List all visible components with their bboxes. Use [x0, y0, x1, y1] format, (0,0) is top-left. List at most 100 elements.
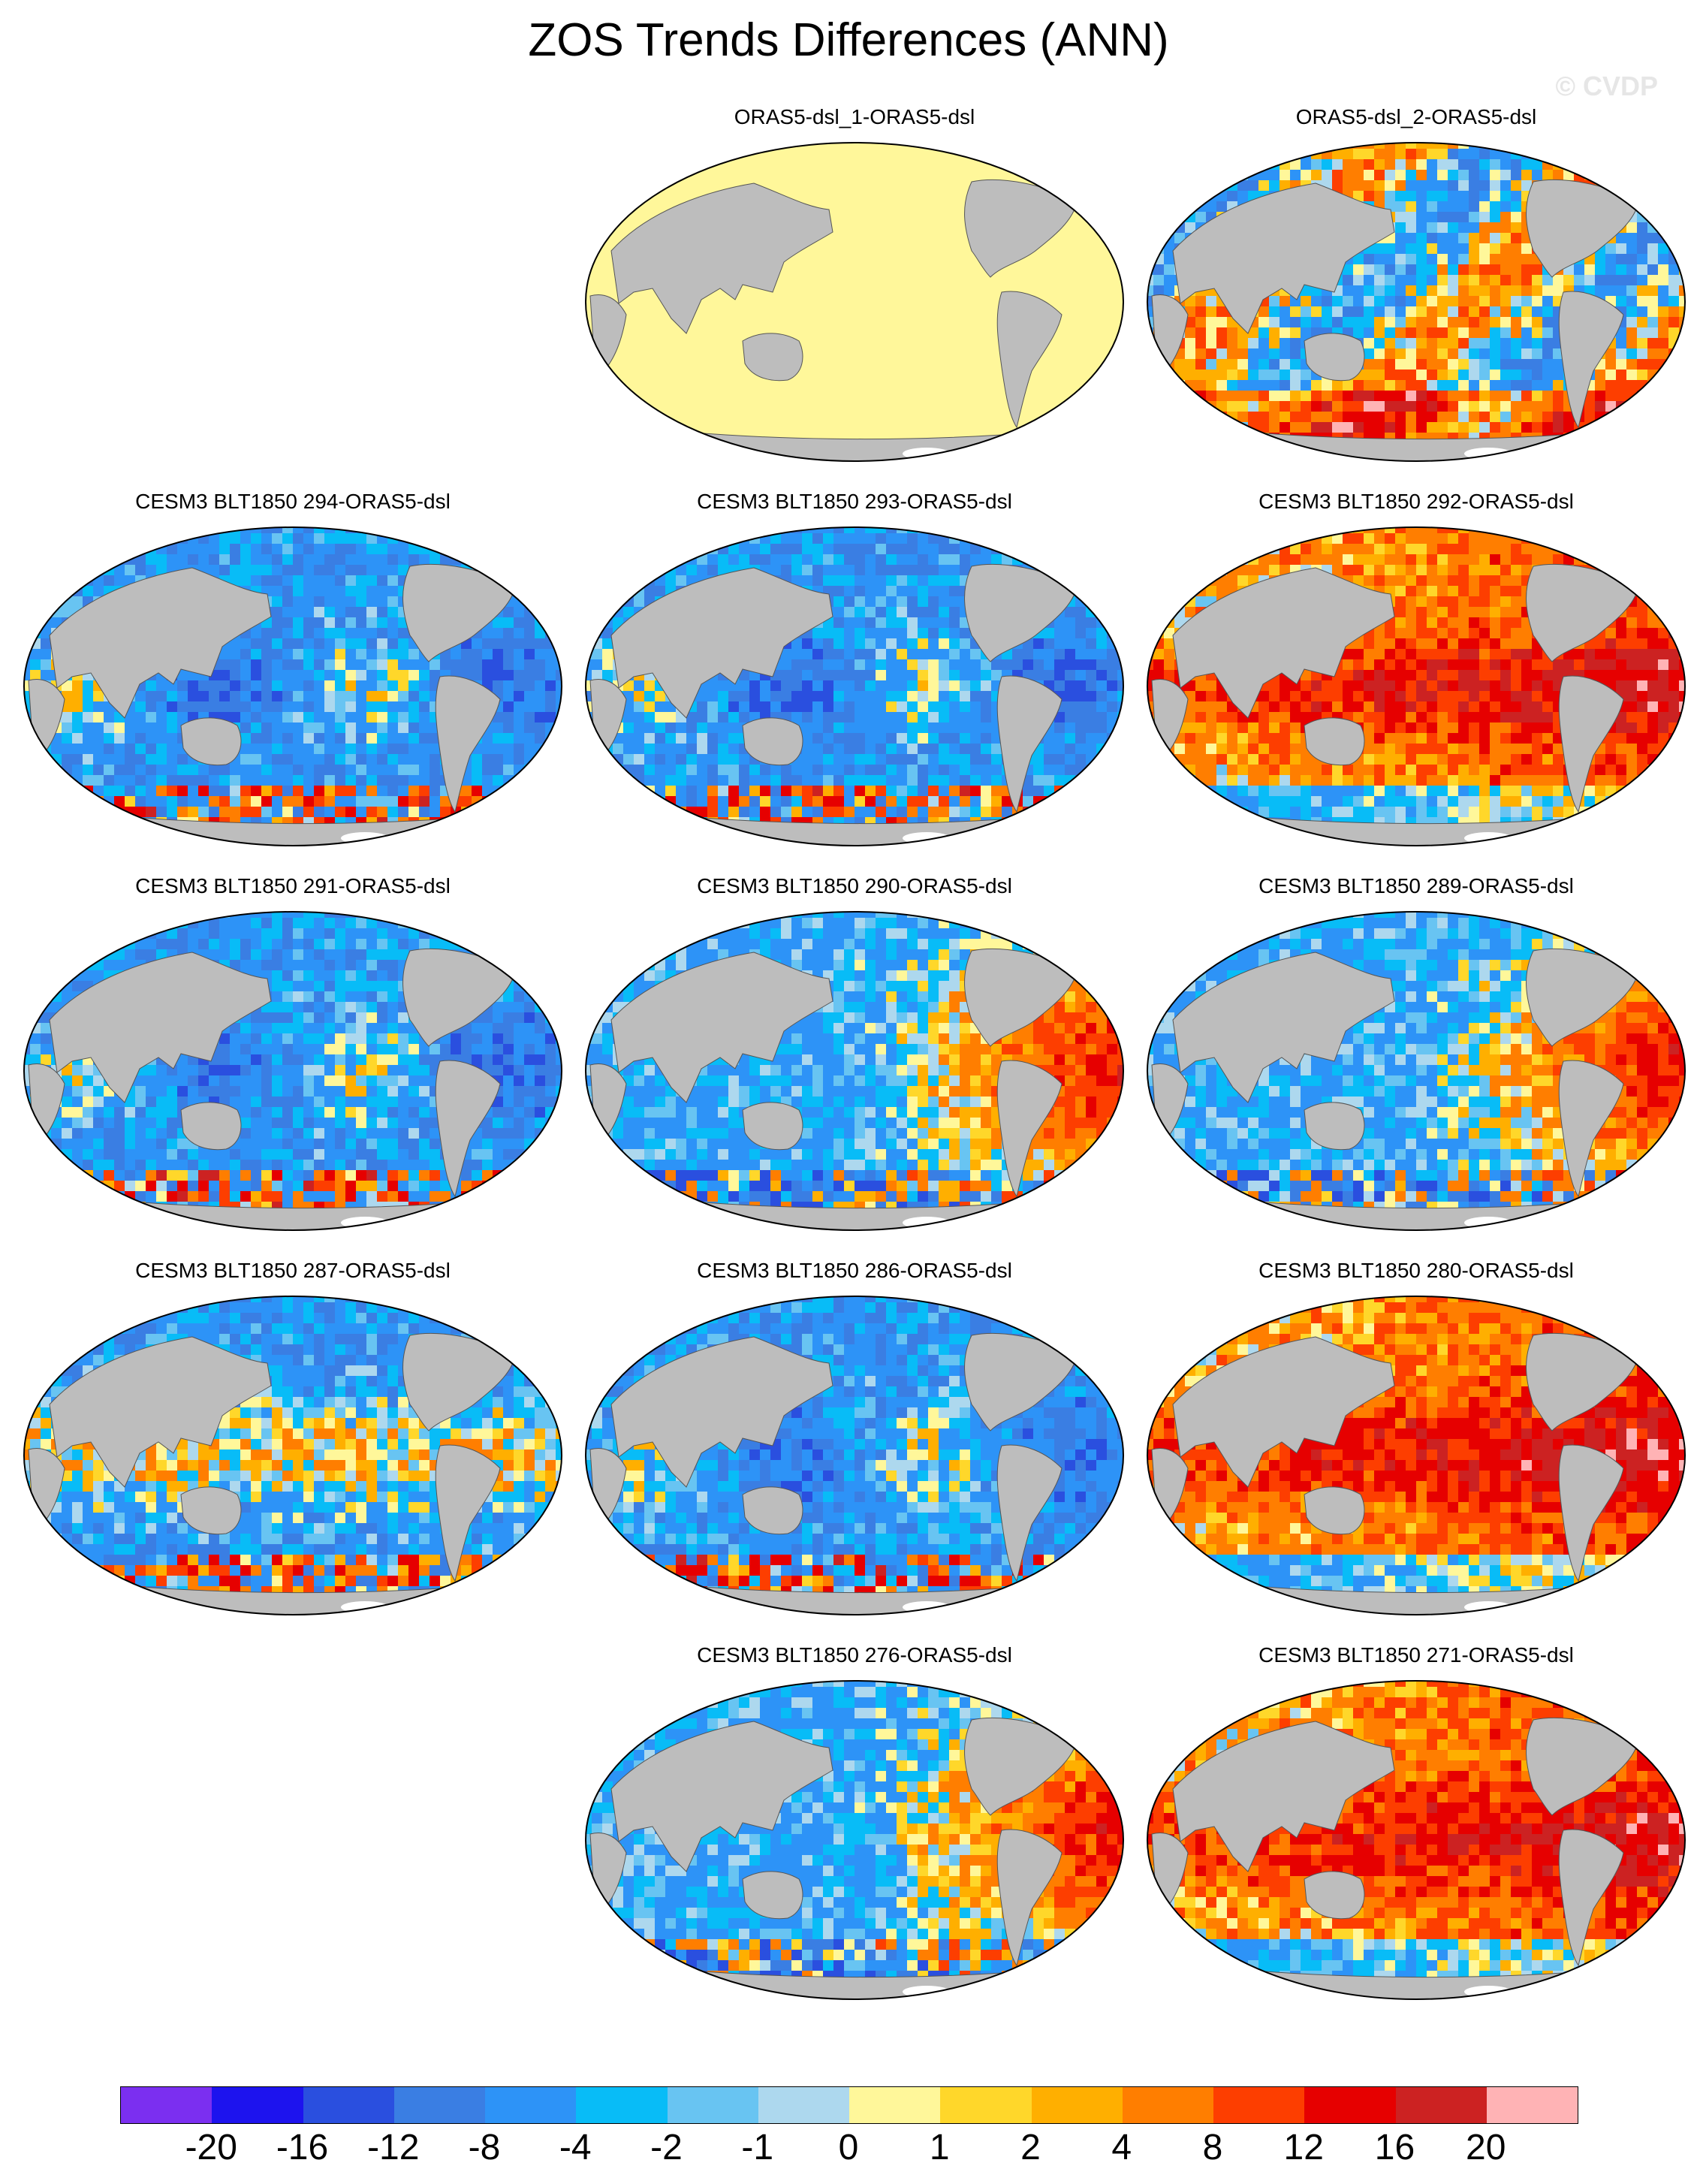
trend-cell — [1469, 744, 1479, 754]
trend-cell — [461, 786, 472, 796]
trend-cell — [1458, 575, 1469, 586]
trend-cell — [707, 775, 718, 786]
trend-cell — [1374, 143, 1385, 149]
trend-cell — [812, 659, 823, 670]
trend-cell — [1343, 306, 1353, 317]
trend-cell — [865, 754, 876, 765]
trend-cell — [1448, 143, 1458, 149]
trend-cell — [844, 807, 855, 817]
map-panel: ORAS5-dsl_2-ORAS5-dsl — [1143, 105, 1689, 466]
trend-cell — [1448, 254, 1458, 264]
trend-cell — [739, 670, 749, 680]
trend-cell — [303, 607, 314, 617]
trend-cell — [981, 796, 991, 807]
trend-cell — [1374, 359, 1385, 370]
trend-cell — [524, 670, 535, 680]
trend-cell — [293, 544, 303, 554]
trend-cell — [93, 722, 104, 733]
trend-cell — [1595, 285, 1605, 296]
trend-cell — [282, 754, 293, 765]
trend-cell — [781, 786, 791, 796]
trend-cell — [697, 544, 707, 554]
trend-cell — [1511, 670, 1521, 680]
trend-cell — [1164, 222, 1174, 233]
trend-cell — [1280, 722, 1290, 733]
trend-cell — [1353, 544, 1364, 554]
trend-cell — [613, 617, 623, 628]
trend-cell — [324, 554, 335, 565]
trend-cell — [1490, 306, 1500, 317]
trend-cell — [1427, 628, 1437, 638]
trend-cell — [556, 659, 562, 670]
trend-cell — [503, 638, 514, 649]
trend-cell — [377, 596, 387, 607]
trend-cell — [1332, 701, 1343, 712]
trend-cell — [1227, 391, 1237, 401]
trend-cell — [1343, 691, 1353, 701]
trend-cell — [592, 670, 602, 680]
trend-cell — [240, 638, 251, 649]
trend-cell — [1553, 422, 1563, 433]
trend-cell — [1195, 754, 1206, 765]
trend-cell — [1458, 317, 1469, 327]
trend-cell — [655, 712, 665, 722]
trend-cell — [461, 649, 472, 659]
trend-cell — [1500, 359, 1511, 370]
trend-cell — [1385, 391, 1395, 401]
trend-cell — [1542, 275, 1553, 285]
trend-cell — [324, 691, 335, 701]
trend-cell — [939, 607, 949, 617]
trend-cell — [230, 765, 240, 775]
trend-cell — [823, 649, 833, 659]
trend-cell — [960, 628, 970, 638]
trend-cell — [697, 807, 707, 817]
trend-cell — [1448, 701, 1458, 712]
trend-cell — [1437, 565, 1448, 575]
trend-cell — [960, 754, 970, 765]
trend-cell — [1248, 754, 1258, 765]
trend-cell — [1364, 733, 1374, 744]
trend-cell — [1448, 370, 1458, 380]
trend-cell — [1521, 680, 1532, 691]
trend-cell — [1385, 638, 1395, 649]
trend-cell — [981, 659, 991, 670]
trend-cell — [1679, 670, 1685, 680]
trend-cell — [282, 596, 293, 607]
trend-cell — [146, 796, 156, 807]
trend-cell — [1511, 348, 1521, 359]
trend-cell — [991, 796, 1002, 807]
trend-cell — [430, 659, 440, 670]
trend-cell — [855, 775, 865, 786]
trend-cell — [251, 565, 261, 575]
trend-cell — [1416, 533, 1427, 544]
trend-cell — [833, 807, 844, 817]
trend-cell — [791, 712, 802, 722]
trend-cell — [535, 701, 545, 712]
trend-cell — [1374, 306, 1385, 317]
trend-cell — [1206, 359, 1216, 370]
trend-cell — [251, 544, 261, 554]
trend-cell — [1448, 565, 1458, 575]
trend-cell — [366, 754, 377, 765]
trend-cell — [1658, 712, 1668, 722]
trend-cell — [1290, 327, 1301, 338]
trend-cell — [1301, 670, 1311, 680]
trend-cell — [1626, 243, 1637, 254]
trend-cell — [83, 586, 93, 596]
trend-cell — [1385, 649, 1395, 659]
trend-cell — [545, 649, 556, 659]
trend-cell — [1395, 649, 1406, 659]
trend-cell — [939, 586, 949, 596]
trend-cell — [545, 670, 556, 680]
trend-cell — [188, 775, 198, 786]
trend-cell — [1147, 701, 1153, 712]
trend-cell — [556, 722, 562, 733]
trend-cell — [1626, 401, 1637, 412]
trend-cell — [345, 807, 356, 817]
trend-cell — [1458, 412, 1469, 422]
trend-cell — [928, 754, 939, 765]
trend-cell — [1290, 722, 1301, 733]
trend-cell — [324, 617, 335, 628]
trend-cell — [1448, 275, 1458, 285]
trend-cell — [1065, 691, 1075, 701]
